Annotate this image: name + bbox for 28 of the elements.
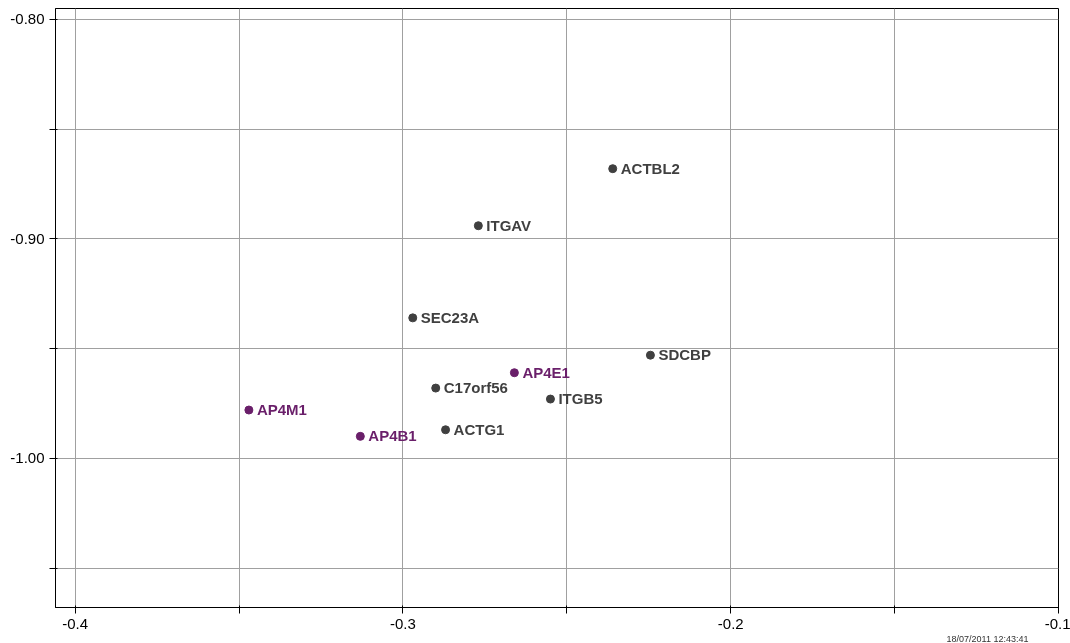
point bbox=[408, 313, 418, 323]
x-tick-label: -0.3 bbox=[390, 614, 416, 632]
x-tick-label: -0.1 bbox=[1044, 614, 1070, 632]
annotation: AP4E1 bbox=[522, 363, 570, 381]
point bbox=[473, 221, 483, 231]
x-tick-label: -0.2 bbox=[717, 614, 744, 632]
point bbox=[441, 425, 451, 435]
y-tick-label: -0.90 bbox=[10, 229, 45, 247]
point bbox=[509, 368, 519, 378]
point bbox=[645, 350, 655, 360]
annotation: C17orf56 bbox=[443, 379, 508, 397]
annotation: AP4M1 bbox=[256, 401, 307, 419]
annotation: ITGAV bbox=[486, 216, 532, 234]
y-tick-label: -0.80 bbox=[10, 10, 45, 28]
point bbox=[608, 164, 618, 174]
point bbox=[545, 394, 555, 404]
point bbox=[244, 405, 254, 415]
annotation: SDCBP bbox=[658, 346, 711, 364]
point bbox=[355, 431, 365, 441]
point bbox=[431, 383, 441, 393]
annotation: ACTG1 bbox=[453, 420, 505, 438]
text: 18/07/2011 12:43:41 bbox=[946, 633, 1029, 643]
annotation: AP4B1 bbox=[368, 427, 417, 445]
x-tick-label: -0.4 bbox=[62, 614, 89, 632]
y-tick-label: -1.00 bbox=[10, 449, 45, 467]
annotation: SEC23A bbox=[420, 308, 480, 326]
annotation: ACTBL2 bbox=[620, 159, 680, 177]
annotation: ITGB5 bbox=[558, 390, 603, 408]
